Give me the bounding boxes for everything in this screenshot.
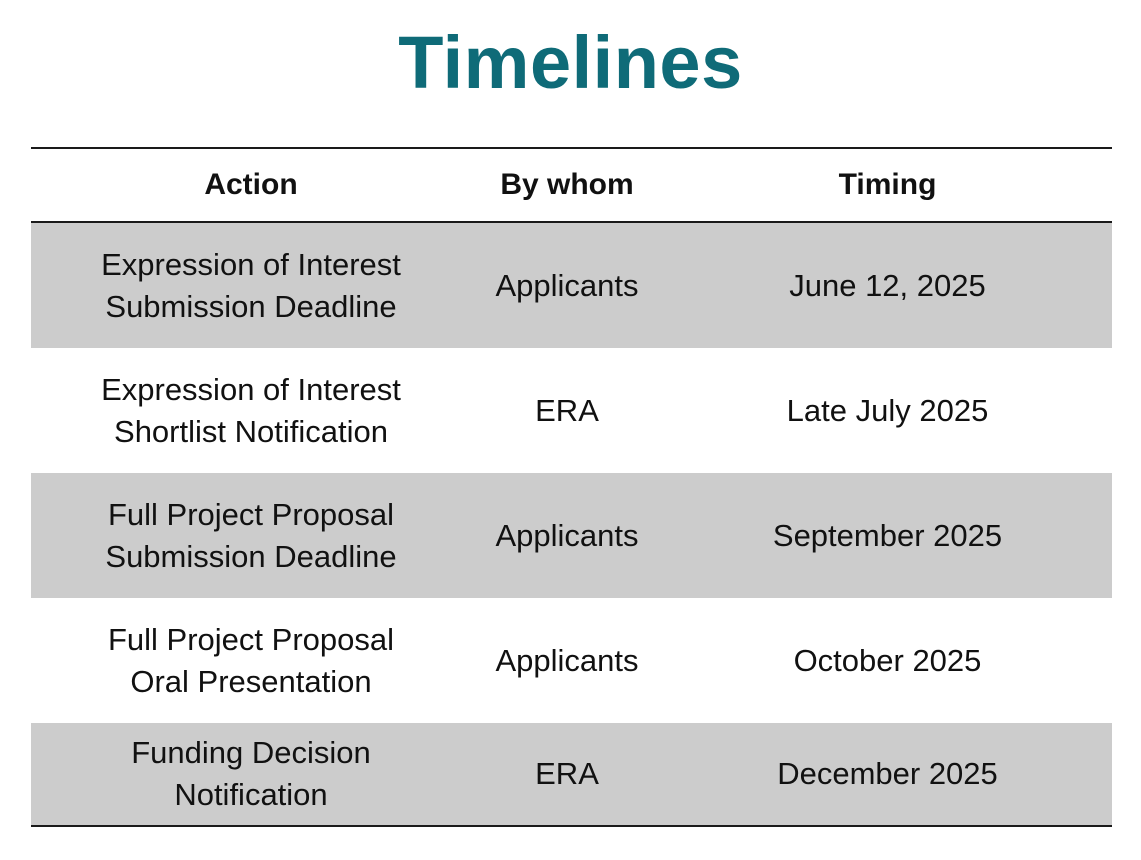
header-by-whom: By whom	[500, 168, 634, 201]
header-action: Action	[204, 168, 298, 201]
action-cell: Funding Decision Notification	[131, 735, 371, 812]
table-row: Full Project Proposal Submission Deadlin…	[31, 473, 1112, 598]
header-timing: Timing	[838, 168, 937, 201]
timeline-table: Action By whom Timing Expression of Inte…	[31, 147, 1112, 827]
table-row: Expression of Interest Shortlist Notific…	[31, 348, 1112, 473]
table-row: Expression of Interest Submission Deadli…	[31, 223, 1112, 348]
table-header-row: Action By whom Timing	[31, 149, 1112, 223]
timing-cell: October 2025	[793, 642, 982, 678]
timing-cell: June 12, 2025	[789, 267, 986, 303]
timing-cell: December 2025	[777, 756, 998, 791]
timing-cell: September 2025	[772, 517, 1003, 553]
by-whom-cell: Applicants	[495, 267, 639, 303]
by-whom-cell: Applicants	[495, 517, 639, 553]
table-row: Funding Decision Notification ERA Decemb…	[31, 723, 1112, 825]
action-cell: Expression of Interest Submission Deadli…	[101, 246, 401, 324]
by-whom-cell: ERA	[535, 392, 599, 428]
action-cell: Full Project Proposal Submission Deadlin…	[105, 496, 397, 574]
by-whom-cell: ERA	[535, 756, 599, 791]
timing-cell: Late July 2025	[786, 392, 989, 428]
action-cell: Expression of Interest Shortlist Notific…	[101, 371, 401, 449]
by-whom-cell: Applicants	[495, 642, 639, 678]
action-cell: Full Project Proposal Oral Presentation	[107, 621, 394, 699]
page-title: Timelines	[398, 21, 743, 104]
table-row: Full Project Proposal Oral Presentation …	[31, 598, 1112, 723]
